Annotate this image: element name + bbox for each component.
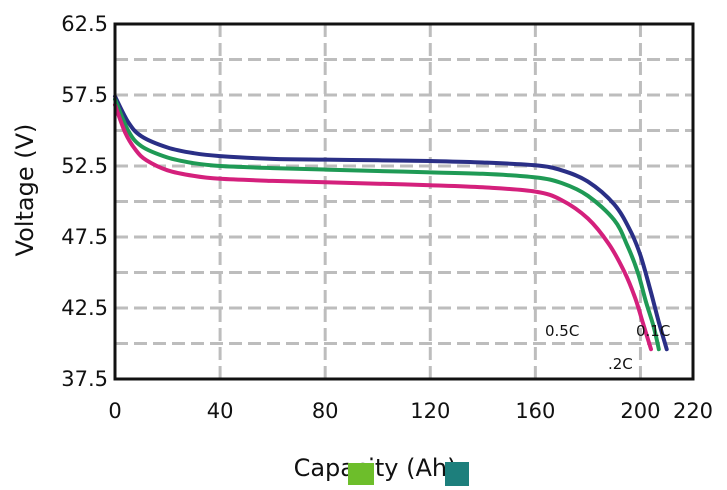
x-axis-title: Capacity (Ah)	[294, 454, 457, 482]
x-tick-labels: 0 40 80 120 160 200 220	[108, 399, 713, 423]
series-lines	[113, 94, 669, 352]
y-tick-label: 52.5	[61, 154, 108, 178]
series-line-05c	[113, 102, 653, 352]
y-tick-label: 57.5	[61, 83, 108, 107]
curve-label-0-1c: 0.1C	[636, 322, 670, 340]
x-tick-label: 200	[620, 399, 660, 423]
curve-label-0-2c: .2C	[608, 355, 633, 373]
series-line-2c	[113, 97, 661, 352]
x-tick-label: 120	[410, 399, 450, 423]
y-tick-label: 37.5	[61, 367, 108, 391]
y-tick-label: 62.5	[61, 12, 108, 36]
x-tick-label: 40	[207, 399, 234, 423]
x-tick-label: 0	[108, 399, 121, 423]
y-axis-title: Voltage (V)	[11, 124, 39, 257]
x-tick-label: 220	[673, 399, 713, 423]
y-tick-label: 42.5	[61, 296, 108, 320]
legend-swatch-green	[348, 463, 374, 485]
series-line-01c	[113, 94, 669, 352]
legend-swatch-teal	[445, 462, 469, 486]
grid	[115, 24, 693, 379]
y-tick-labels: 62.5 57.5 52.5 47.5 42.5 37.5	[61, 12, 108, 391]
x-tick-label: 160	[515, 399, 555, 423]
curve-label-0-5c: 0.5C	[545, 322, 579, 340]
x-tick-label: 80	[312, 399, 339, 423]
y-tick-label: 47.5	[61, 225, 108, 249]
plot-frame	[113, 22, 695, 381]
